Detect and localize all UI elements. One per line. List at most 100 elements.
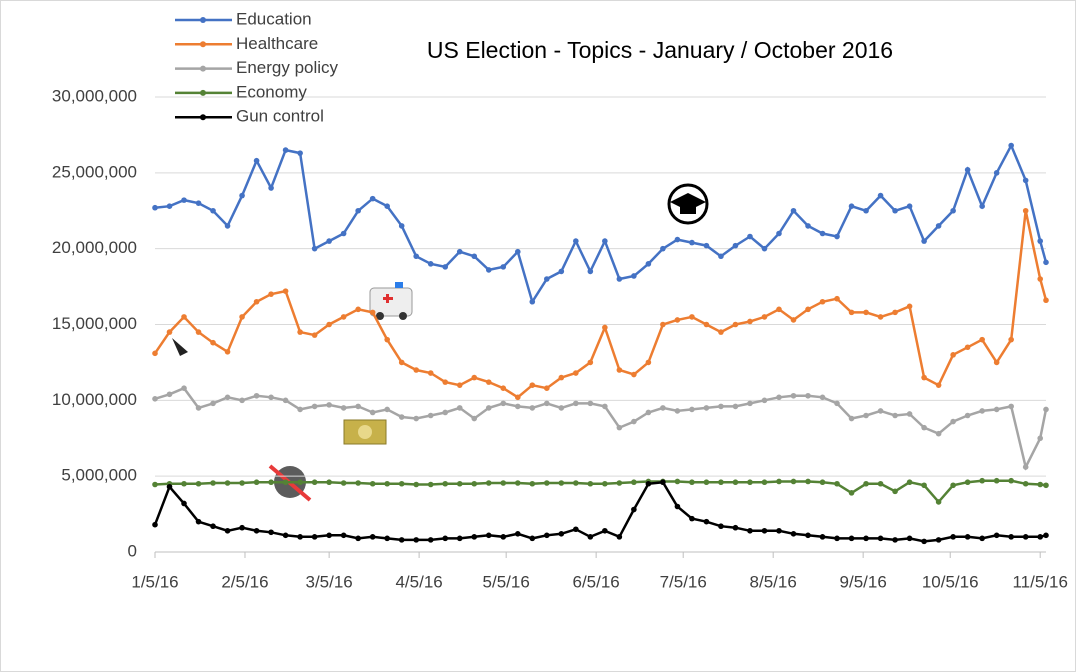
data-point	[848, 535, 855, 542]
data-point	[427, 370, 434, 376]
data-point	[297, 329, 303, 335]
data-point	[195, 200, 202, 206]
data-point	[1043, 482, 1049, 489]
data-point	[747, 233, 753, 240]
data-point	[834, 295, 840, 302]
x-tick-label: 4/5/16	[395, 572, 442, 591]
data-point	[384, 535, 390, 542]
legend-label: Education	[236, 9, 312, 28]
data-point	[732, 524, 739, 531]
data-point	[442, 480, 449, 487]
data-point	[544, 276, 550, 282]
data-point	[442, 409, 449, 416]
x-tick-label: 8/5/16	[750, 572, 797, 591]
data-point	[631, 479, 637, 486]
data-point	[485, 532, 492, 539]
data-point	[326, 321, 332, 328]
data-point	[166, 329, 173, 335]
data-point	[514, 248, 521, 255]
data-point	[384, 406, 390, 413]
data-point	[282, 532, 289, 539]
data-point	[660, 405, 666, 411]
data-point	[282, 397, 289, 404]
data-point	[950, 418, 956, 425]
series	[152, 142, 1049, 305]
data-point	[544, 532, 550, 539]
data-point	[224, 527, 231, 534]
x-tick-label: 6/5/16	[573, 572, 620, 591]
data-point	[224, 223, 231, 229]
data-point	[645, 359, 652, 366]
data-point	[529, 298, 536, 305]
x-tick-label: 3/5/16	[306, 572, 353, 591]
data-point	[427, 412, 434, 419]
data-point	[616, 480, 623, 486]
data-point	[602, 403, 608, 410]
data-point	[195, 480, 202, 487]
x-tick-label: 11/5/16	[1012, 572, 1067, 591]
data-point	[268, 394, 274, 401]
data-point	[616, 367, 623, 373]
data-point	[166, 203, 173, 209]
data-point	[892, 412, 898, 419]
y-tick-label: 25,000,000	[52, 162, 137, 181]
data-point	[790, 478, 797, 485]
data-point	[1043, 406, 1049, 413]
data-point	[616, 276, 623, 282]
data-point	[674, 478, 681, 485]
data-point	[326, 238, 332, 244]
data-point	[558, 531, 565, 537]
data-point	[485, 267, 492, 273]
data-point	[573, 480, 579, 486]
data-point	[398, 223, 405, 229]
data-point	[877, 314, 884, 320]
data-point	[239, 192, 245, 199]
legend-marker	[200, 65, 206, 72]
data-point	[514, 531, 521, 537]
data-point	[1043, 297, 1049, 304]
data-point	[921, 238, 927, 244]
data-point	[790, 392, 797, 399]
data-point	[152, 396, 158, 402]
data-point	[602, 238, 608, 244]
cap-icon	[667, 183, 709, 225]
data-point	[268, 185, 274, 191]
data-point	[500, 385, 507, 392]
data-point	[892, 309, 898, 316]
data-point	[921, 482, 927, 489]
data-point	[456, 248, 463, 255]
data-point	[529, 382, 536, 388]
data-point	[718, 403, 724, 410]
data-point	[181, 500, 187, 507]
x-tick-label: 10/5/16	[922, 572, 979, 591]
data-point	[921, 424, 927, 431]
data-point	[732, 479, 739, 486]
x-tick-label: 5/5/16	[483, 572, 530, 591]
data-point	[239, 397, 245, 404]
data-point	[776, 306, 782, 313]
data-point	[224, 349, 231, 355]
data-point	[1037, 238, 1043, 244]
data-point	[819, 479, 826, 486]
data-point	[747, 318, 753, 325]
data-point	[819, 230, 826, 237]
data-point	[514, 394, 521, 401]
data-point	[514, 480, 521, 486]
data-point	[529, 405, 536, 411]
data-point	[906, 303, 913, 310]
data-point	[602, 527, 608, 534]
data-point	[747, 400, 753, 407]
data-point	[1043, 259, 1049, 266]
data-point	[297, 534, 303, 540]
data-point	[326, 479, 332, 486]
data-point	[863, 309, 869, 316]
data-point	[456, 405, 463, 411]
data-point	[935, 430, 942, 437]
data-point	[993, 477, 1000, 484]
data-point	[950, 352, 956, 358]
data-point	[195, 405, 202, 411]
data-point	[297, 150, 303, 156]
data-point	[558, 480, 565, 486]
data-point	[892, 488, 898, 495]
data-point	[544, 480, 550, 486]
